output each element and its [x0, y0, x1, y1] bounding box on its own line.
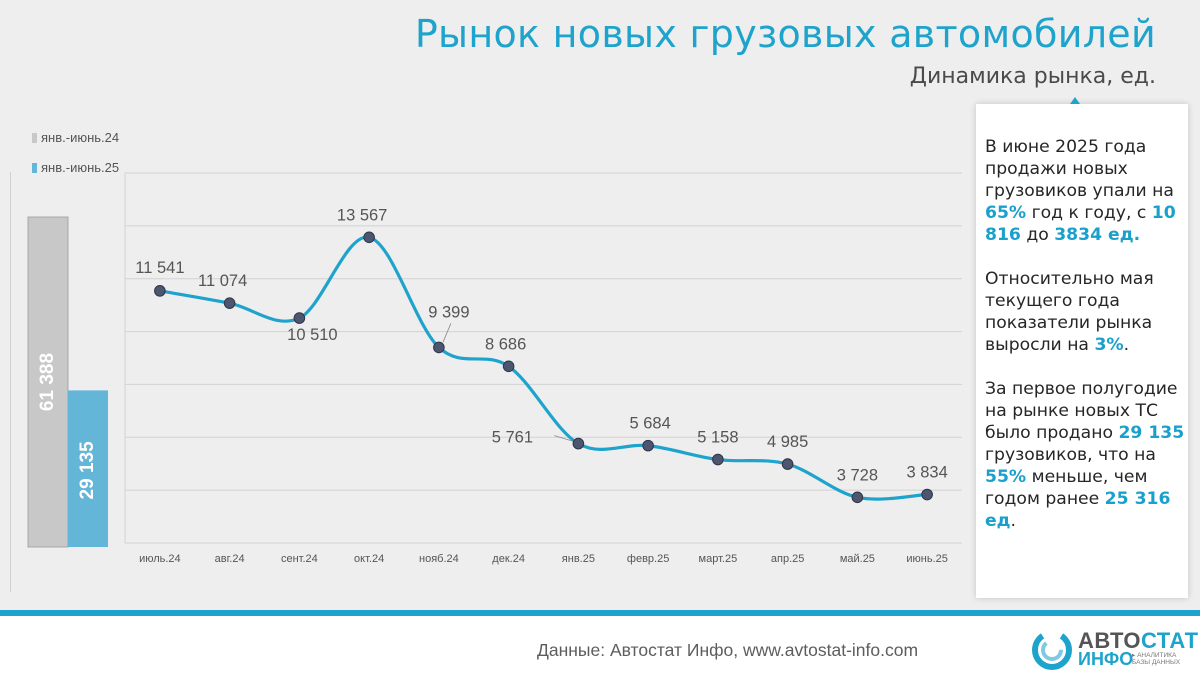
x-tick-label: май.25 — [840, 553, 875, 565]
data-point — [433, 341, 445, 354]
legend-item-2024: янв.-июнь.24 — [32, 130, 119, 145]
page-subtitle: Динамика рынка, ед. — [909, 64, 1156, 89]
data-label: 5 684 — [629, 415, 670, 433]
data-label: 3 834 — [906, 464, 947, 482]
footer: Данные: Автостат Инфо, www.avtostat-info… — [0, 616, 1200, 679]
info-paragraph-1: В июне 2025 года продажи новых грузовико… — [985, 137, 1176, 245]
data-point — [781, 458, 794, 470]
x-tick-label: апр.25 — [771, 553, 804, 565]
x-tick-label: окт.24 — [354, 553, 384, 565]
info-paragraph-2: Относительно мая текущего года показател… — [985, 269, 1154, 355]
footer-accent-rule — [0, 610, 1200, 616]
data-point — [921, 488, 933, 501]
logo-word-info: ИНФО — [1078, 649, 1134, 669]
data-point — [502, 360, 515, 373]
x-tick-label: февр.25 — [627, 553, 669, 565]
leader-line — [442, 323, 452, 343]
info-paragraph-3: За первое полугодие на рынке новых ТС бы… — [985, 379, 1185, 531]
x-tick-label: июнь.25 — [906, 553, 948, 565]
legend-label-2025: янв.-июнь.25 — [41, 160, 120, 175]
data-point — [154, 285, 166, 297]
data-point — [851, 491, 864, 504]
legend-item-2025: янв.-июнь.25 — [32, 160, 119, 175]
legend-swatch-2025 — [32, 162, 37, 173]
data-point — [293, 312, 306, 324]
ytd-bar-2 — [68, 390, 108, 547]
logo-word-avtostat: АВТОСТАТ — [1078, 628, 1199, 653]
legend-swatch-2024 — [32, 132, 37, 143]
footer-source[interactable]: Данные: Автостат Инфо, www.avtostat-info… — [537, 640, 919, 660]
data-label: 11 541 — [135, 259, 184, 277]
left-divider — [10, 172, 11, 592]
x-tick-label: нояб.24 — [419, 553, 459, 565]
x-tick-label: июль.24 — [139, 553, 181, 565]
series-line — [158, 235, 929, 501]
ytd-bar-chart: 61 388 29 135 — [27, 216, 108, 548]
x-tick-label: март.25 — [699, 553, 738, 565]
info-box-pointer — [1070, 97, 1080, 104]
logo-ring-icon — [1032, 630, 1072, 670]
ytd-bar-label-1: 61 388 — [37, 353, 58, 411]
data-point — [712, 453, 724, 466]
data-point — [642, 439, 654, 452]
data-label: 5 761 — [492, 429, 533, 447]
info-box: В июне 2025 года продажи новых грузовико… — [976, 97, 1188, 598]
info-text: В июне 2025 года продажи новых грузовико… — [985, 136, 1185, 554]
legend-label-2024: янв.-июнь.24 — [41, 130, 120, 145]
data-label: 8 686 — [485, 335, 526, 353]
data-label: 5 158 — [697, 429, 738, 447]
x-tick-label: дек.24 — [492, 553, 525, 565]
brand-logo[interactable]: АВТОСТАТ ИНФО ▸ АНАЛИТИКА БАЗЫ ДАННЫХ — [1030, 628, 1198, 672]
x-tick-label: авг.24 — [215, 553, 245, 565]
ytd-bar-1 — [27, 216, 69, 548]
ytd-bar-label-2: 29 135 — [77, 441, 98, 500]
data-label: 10 510 — [287, 326, 337, 344]
data-label: 11 074 — [198, 272, 247, 290]
logo-tagline: ▸ АНАЛИТИКА БАЗЫ ДАННЫХ — [1132, 652, 1181, 666]
x-tick-label: янв.25 — [562, 553, 595, 565]
data-point — [363, 231, 375, 244]
data-point — [572, 437, 585, 450]
x-tick-label: сент.24 — [281, 553, 318, 565]
data-label: 4 985 — [767, 433, 808, 451]
monthly-line-chart: июль.24 авг.24 сент.24 окт.24 нояб.24 дек.24 я… — [124, 172, 962, 565]
leader-line — [554, 435, 575, 442]
data-label: 9 399 — [428, 303, 469, 321]
data-point — [223, 297, 236, 309]
page-title: Рынок новых грузовых автомобилей — [414, 12, 1156, 56]
data-label: 13 567 — [337, 206, 387, 224]
data-label: 3 728 — [837, 466, 878, 484]
